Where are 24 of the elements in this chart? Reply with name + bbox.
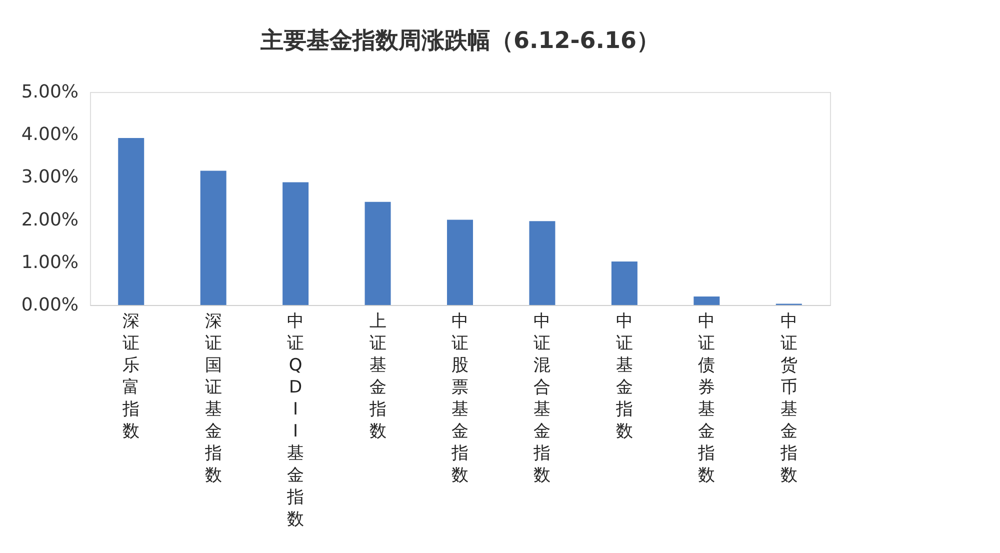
bar (611, 262, 638, 305)
bar (364, 202, 391, 305)
y-tick-label: 1.00% (21, 252, 78, 273)
x-tick-label: 中证债券基金指数 (697, 312, 716, 486)
y-tick-label: 4.00% (21, 124, 78, 146)
bar (282, 182, 309, 305)
chart-title: 主要基金指数周涨跌幅（6.12-6.16） (259, 27, 660, 54)
category-label: 中证QDII基金指数 (287, 312, 304, 530)
bar (529, 221, 556, 305)
bar (694, 296, 720, 305)
x-tick-label: 深证国证基金指数 (204, 312, 222, 486)
bar (118, 138, 144, 305)
x-tick-label: 上证基金指数 (368, 312, 386, 442)
x-tick-label: 深证乐富指数 (122, 312, 140, 442)
x-tick-label: 中证混合基金指数 (532, 312, 551, 486)
y-tick-label: 5.00% (21, 82, 78, 102)
y-tick-label: 3.00% (21, 166, 78, 188)
y-tick-label: 0.00% (21, 294, 78, 316)
x-tick-label: 中证股票基金指数 (450, 312, 468, 486)
x-tick-label: 中证基金指数 (614, 312, 633, 442)
x-tick-label: 中证货币基金指数 (779, 312, 798, 486)
bar (200, 170, 226, 305)
y-tick-label: 2.00% (21, 209, 78, 230)
bar (447, 220, 473, 305)
